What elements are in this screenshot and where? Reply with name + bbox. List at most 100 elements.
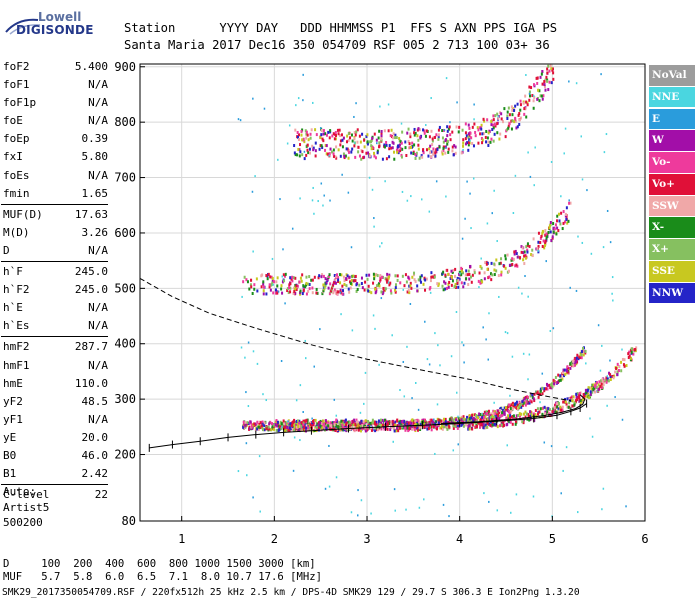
echo-point: [542, 239, 545, 243]
echo-point: [615, 366, 618, 370]
echo-point: [544, 410, 547, 414]
echo-point: [522, 401, 525, 405]
echo-point: [446, 421, 449, 425]
echo-point: [526, 248, 529, 252]
echo-point: [524, 256, 527, 260]
echo-point: [545, 75, 548, 79]
echo-point: [444, 420, 447, 424]
echo-point: [580, 356, 583, 360]
echo-point: [353, 418, 356, 422]
echo-point: [540, 234, 543, 238]
echo-point: [317, 423, 320, 427]
x-tick-label: 4: [456, 532, 463, 546]
echo-point: [468, 138, 471, 142]
echo-point: [482, 117, 485, 121]
echo-point: [375, 420, 378, 424]
header-label: Station: [124, 21, 176, 35]
echo-point: [563, 368, 566, 372]
header-label: YYYY: [219, 21, 249, 35]
echo-point: [491, 423, 494, 427]
echo-point: [525, 245, 528, 249]
echo-point: [510, 105, 513, 109]
echo-point: [525, 398, 528, 402]
echo-point: [493, 401, 495, 404]
echo-point: [342, 425, 345, 429]
echo-point: [255, 277, 258, 281]
echo-point: [574, 357, 577, 361]
legend-item-w: W: [649, 130, 695, 151]
echo-point: [494, 114, 497, 118]
echo-point: [306, 148, 309, 152]
echo-point: [444, 139, 447, 143]
echo-point: [482, 326, 484, 329]
echo-point: [481, 132, 484, 136]
param-name: B0: [3, 448, 17, 462]
echo-point: [391, 146, 394, 150]
echo-point: [531, 254, 534, 258]
echo-point: [543, 246, 546, 250]
echo-point: [495, 423, 498, 427]
echo-point: [524, 410, 527, 414]
echo-point: [406, 426, 409, 430]
echo-point: [382, 423, 385, 427]
echo-point: [531, 414, 534, 418]
echo-point: [529, 412, 532, 416]
echo-point: [551, 385, 554, 389]
echo-point: [322, 129, 325, 133]
echo-point: [589, 417, 591, 420]
echo-point: [321, 146, 324, 150]
echo-point: [394, 288, 397, 292]
echo-point: [464, 131, 467, 135]
echo-point: [527, 151, 529, 154]
echo-point: [514, 249, 517, 253]
echo-point: [495, 258, 498, 262]
echo-point: [423, 131, 426, 135]
echo-point: [367, 419, 370, 423]
echo-point: [337, 276, 340, 280]
echo-point: [350, 426, 353, 430]
echo-point: [510, 403, 513, 407]
x-tick-label: 5: [549, 532, 556, 546]
echo-point: [532, 495, 535, 498]
echo-point: [381, 242, 383, 245]
y-tick-label: 300: [114, 392, 136, 406]
echo-point: [611, 276, 614, 279]
echo-point: [305, 426, 308, 430]
echo-point: [595, 385, 598, 389]
echo-point: [413, 143, 416, 147]
echo-point: [345, 277, 348, 281]
echo-point: [577, 511, 579, 514]
y-tick-label: 700: [114, 171, 136, 185]
echo-point: [402, 419, 405, 423]
muf-value: 8.0: [200, 570, 220, 583]
echo-point: [519, 415, 522, 419]
echo-point: [447, 423, 450, 427]
echo-point: [481, 138, 484, 142]
echo-point: [300, 133, 303, 137]
echo-point: [462, 285, 465, 289]
echo-point: [496, 131, 499, 135]
echo-point: [538, 89, 541, 93]
echo-point: [492, 123, 495, 127]
echo-point: [632, 352, 635, 356]
echo-point: [589, 390, 592, 394]
echo-point: [462, 424, 465, 428]
echo-point: [275, 280, 278, 284]
echo-point: [550, 445, 553, 448]
echo-point: [305, 292, 308, 296]
echo-point: [525, 400, 528, 404]
echo-point: [367, 289, 370, 293]
echo-point: [548, 226, 551, 230]
legend-item-noval: NoVal: [649, 65, 695, 86]
echo-point: [313, 421, 316, 425]
echo-point: [301, 292, 304, 296]
echo-point: [473, 118, 475, 121]
echo-point: [383, 286, 386, 290]
echo-point: [562, 368, 565, 372]
echo-point: [429, 150, 432, 154]
echo-point: [465, 269, 468, 273]
echo-point: [544, 241, 547, 245]
echo-point: [415, 381, 417, 384]
echo-point: [493, 122, 496, 126]
echo-point: [581, 346, 584, 350]
